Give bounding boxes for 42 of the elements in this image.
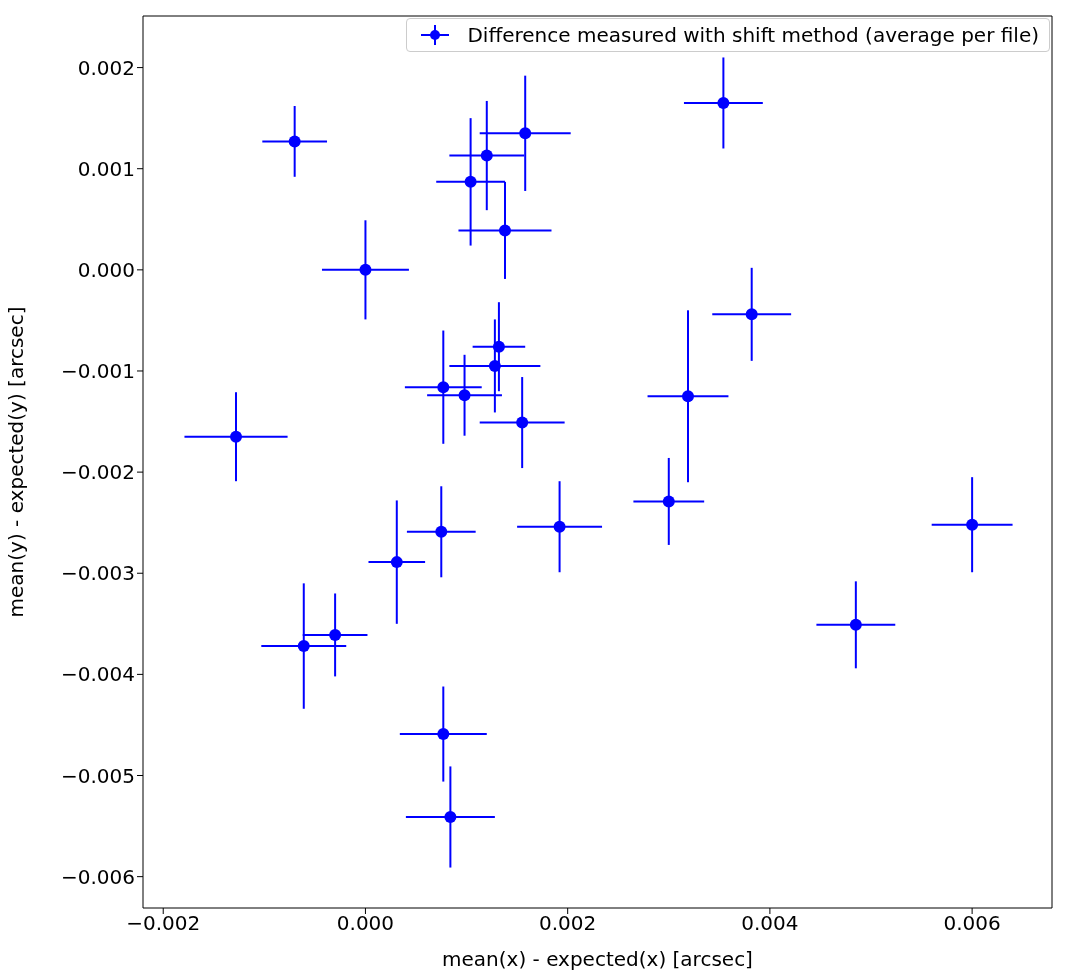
y-tick-label: −0.006: [60, 864, 135, 889]
point: [464, 175, 477, 188]
y-axis-title: mean(y) - expected(y) [arcsec]: [4, 306, 29, 618]
point: [519, 127, 532, 140]
point: [553, 520, 566, 533]
point: [717, 96, 730, 109]
point: [682, 390, 694, 403]
x-tick-label: 0.006: [943, 911, 1001, 936]
point: [288, 135, 301, 148]
y-tick-label: −0.002: [60, 460, 135, 485]
point: [849, 618, 862, 631]
point: [390, 556, 403, 569]
y-tick-label: 0.002: [77, 55, 135, 80]
legend-label: Difference measured with shift method (average per file): [467, 23, 1039, 47]
x-tick-label: −0.002: [126, 911, 201, 936]
point: [437, 381, 450, 394]
y-tick-label: −0.003: [60, 561, 135, 586]
point: [435, 525, 448, 538]
point: [498, 224, 511, 237]
point: [329, 628, 342, 641]
point: [437, 728, 450, 741]
point: [745, 308, 758, 321]
point: [230, 430, 243, 443]
point: [458, 389, 471, 402]
x-tick-label: 0.002: [539, 911, 597, 936]
point: [516, 416, 529, 429]
y-tick-label: 0.000: [77, 257, 135, 282]
point: [966, 518, 979, 531]
x-axis-title: mean(x) - expected(x) [arcsec]: [442, 947, 753, 971]
y-tick-label: 0.001: [77, 156, 135, 181]
y-tick-label: −0.005: [60, 763, 135, 788]
point: [662, 495, 675, 508]
point: [488, 359, 501, 372]
point: [492, 340, 505, 353]
point: [297, 640, 310, 653]
y-tick-label: −0.001: [60, 359, 135, 384]
x-tick-label: 0.004: [741, 911, 799, 936]
point: [480, 149, 493, 162]
x-tick-label: 0.000: [336, 911, 395, 936]
point: [444, 810, 457, 823]
point: [359, 263, 372, 276]
y-tick-label: −0.004: [60, 662, 135, 687]
